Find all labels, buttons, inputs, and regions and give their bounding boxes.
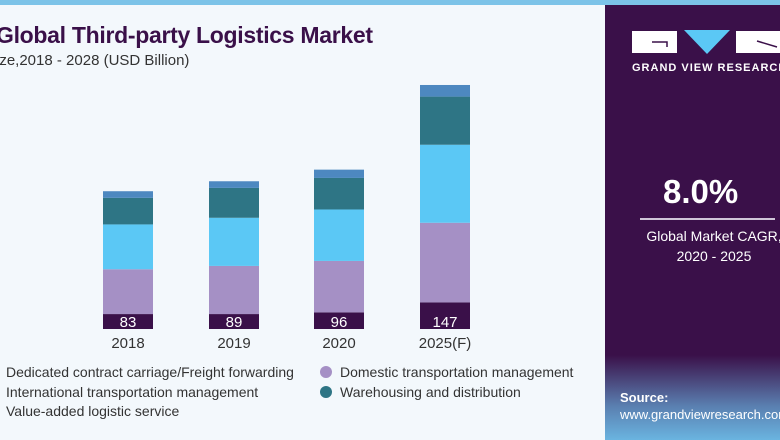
grand-view-research-logo bbox=[632, 30, 780, 54]
bar-total-label: 147 bbox=[432, 314, 457, 331]
legend-item-dedicated: Dedicated contract carriage/Freight forw… bbox=[0, 364, 294, 380]
legend-label: International transportation management bbox=[6, 384, 259, 400]
cagr-label-line1: Global Market CAGR, bbox=[646, 228, 780, 244]
legend-item-international: International transportation management bbox=[0, 384, 258, 400]
brand-name: GRAND VIEW RESEARCH bbox=[632, 62, 780, 74]
x-tick-label: 2018 bbox=[111, 335, 144, 352]
bar-total-label: 83 bbox=[120, 314, 137, 331]
bar-segment-3-0 bbox=[103, 197, 153, 225]
stacked-bar-chart: 83 2018 89 2019 96 2020 147 2025(F) bbox=[103, 84, 472, 352]
x-tick-label: 2019 bbox=[217, 335, 250, 352]
chart-title: Global Third-party Logistics Market bbox=[0, 22, 373, 48]
bar-segment-4-2 bbox=[314, 169, 364, 178]
bar-total-label: 96 bbox=[331, 314, 348, 331]
x-tick-label: 2025(F) bbox=[419, 335, 472, 352]
bar-segment-2-0 bbox=[103, 224, 153, 270]
legend-label: Domestic transportation management bbox=[340, 364, 574, 380]
bar-total-label: 89 bbox=[226, 314, 243, 331]
legend-label: Dedicated contract carriage/Freight forw… bbox=[6, 364, 294, 380]
cagr-label: Global Market CAGR, 2020 - 2025 bbox=[639, 226, 780, 266]
legend-item-warehousing: Warehousing and distribution bbox=[320, 384, 521, 400]
bar-segment-3-3 bbox=[420, 96, 470, 145]
x-tick-label: 2020 bbox=[322, 335, 355, 352]
top-border bbox=[0, 0, 780, 5]
source-label: Source: bbox=[620, 390, 669, 405]
legend-label: Value-added logistic service bbox=[6, 403, 180, 419]
bar-segment-3-2 bbox=[314, 177, 364, 210]
bar-segment-0-3 bbox=[420, 302, 470, 329]
bar-segment-4-3 bbox=[420, 84, 470, 97]
bar-segment-0-2 bbox=[314, 312, 364, 329]
cagr-value: 8.0% bbox=[663, 173, 739, 210]
bar-segment-3-1 bbox=[209, 187, 259, 218]
legend-item-value-added: Value-added logistic service bbox=[0, 403, 179, 419]
bar-segment-0-0 bbox=[103, 314, 153, 329]
cagr-label-line2: 2020 - 2025 bbox=[676, 248, 752, 264]
bar-segment-2-2 bbox=[314, 209, 364, 261]
legend-label: Warehousing and distribution bbox=[340, 384, 521, 400]
bar-segment-1-1 bbox=[209, 265, 259, 315]
legend-item-domestic: Domestic transportation management bbox=[320, 364, 573, 380]
bar-segment-1-3 bbox=[420, 222, 470, 303]
bar-segment-2-1 bbox=[209, 217, 259, 266]
bar-segment-1-0 bbox=[103, 269, 153, 315]
bar-segment-0-1 bbox=[209, 314, 259, 329]
bar-segment-4-1 bbox=[209, 181, 259, 188]
bar-segment-2-3 bbox=[420, 144, 470, 223]
bar-segment-4-0 bbox=[103, 191, 153, 198]
chart-subtitle: ize,2018 - 2028 (USD Billion) bbox=[0, 52, 190, 69]
side-panel: GRAND VIEW RESEARCH 8.0% Global Market C… bbox=[605, 5, 780, 440]
source-url[interactable]: www.grandviewresearch.com bbox=[620, 407, 780, 422]
panel-background-grid bbox=[605, 355, 780, 440]
bar-segment-1-2 bbox=[314, 260, 364, 313]
legend-dot bbox=[320, 386, 332, 398]
divider bbox=[640, 218, 775, 220]
legend-dot bbox=[320, 366, 332, 378]
